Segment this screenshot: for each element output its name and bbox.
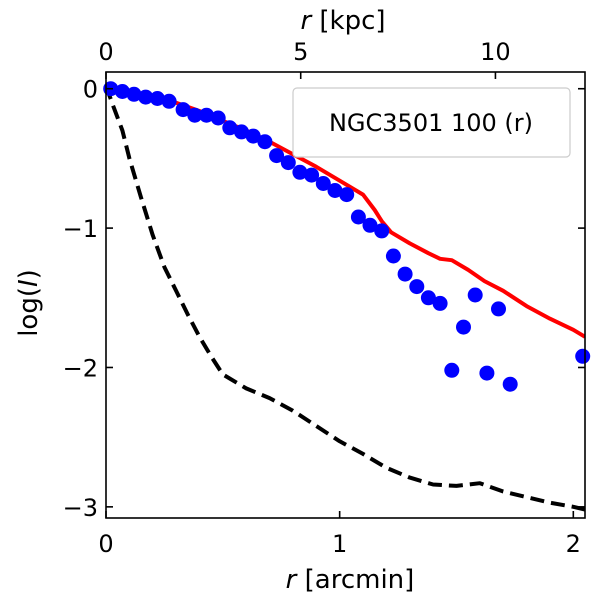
data-point-6 (175, 102, 191, 118)
y-tick-label-3: −3 (63, 494, 98, 522)
y-axis: 0 −1 −2 −3 (63, 76, 585, 522)
data-point-12 (245, 128, 261, 144)
legend-box (292, 87, 571, 158)
data-point-8 (199, 107, 214, 123)
x2-tick-label-1: 5 (293, 38, 308, 66)
data-point-29 (444, 362, 460, 378)
x2-axis-label: r [kpc] (300, 6, 385, 36)
x-tick-label-0: 0 (98, 530, 113, 558)
data-point-28 (432, 295, 448, 311)
data-point-21 (350, 209, 366, 225)
y-tick-label-1: −1 (63, 215, 98, 243)
psf-path (106, 85, 585, 512)
data-point-23 (374, 223, 390, 239)
data-point-35 (575, 348, 591, 364)
data-point-32 (479, 365, 495, 381)
data-point-33 (491, 301, 506, 317)
data-point-13 (257, 134, 273, 150)
data-point-24 (385, 248, 401, 264)
data-point-1 (114, 84, 130, 99)
x-tick-label-2: 2 (566, 530, 581, 558)
legend: NGC3501 100 (r) (292, 87, 571, 158)
data-point-9 (210, 110, 226, 126)
data-point-7 (187, 107, 203, 123)
data-point-4 (149, 91, 165, 106)
x2-axis: 0 5 10 (98, 38, 511, 79)
x-axis-label: r [arcmin] (286, 565, 415, 595)
legend-label: NGC3501 100 (r) (329, 109, 533, 137)
data-point-15 (280, 155, 296, 171)
x-axis: 0 1 2 (98, 511, 581, 558)
data-point-25 (397, 266, 413, 282)
psf-line (106, 85, 585, 512)
y-axis-label: log(I) (14, 269, 44, 337)
plot-area (103, 71, 591, 519)
plot-frame (105, 71, 586, 519)
data-point-26 (409, 279, 425, 295)
data-point-14 (269, 148, 285, 164)
data-point-11 (234, 124, 249, 140)
data-point-20 (339, 187, 355, 203)
data-point-17 (304, 167, 320, 183)
data-point-2 (126, 86, 142, 102)
data-point-34 (502, 376, 518, 392)
data-point-10 (222, 120, 238, 136)
y-tick-label-2: −2 (63, 354, 98, 382)
x2-tick-label-0: 0 (98, 38, 113, 66)
data-point-30 (456, 319, 471, 335)
x2-tick-label-2: 10 (480, 38, 511, 66)
data-point-19 (327, 183, 343, 198)
data-point-18 (315, 176, 331, 191)
data-point-27 (420, 290, 436, 306)
data-point-3 (138, 89, 154, 105)
data-point-31 (467, 287, 483, 303)
data-point-16 (292, 164, 308, 180)
data-point-5 (161, 93, 177, 109)
data-point-22 (362, 217, 378, 233)
data-points (103, 81, 591, 392)
x-tick-label-1: 1 (332, 530, 347, 558)
y-tick-label-0: 0 (83, 76, 98, 104)
